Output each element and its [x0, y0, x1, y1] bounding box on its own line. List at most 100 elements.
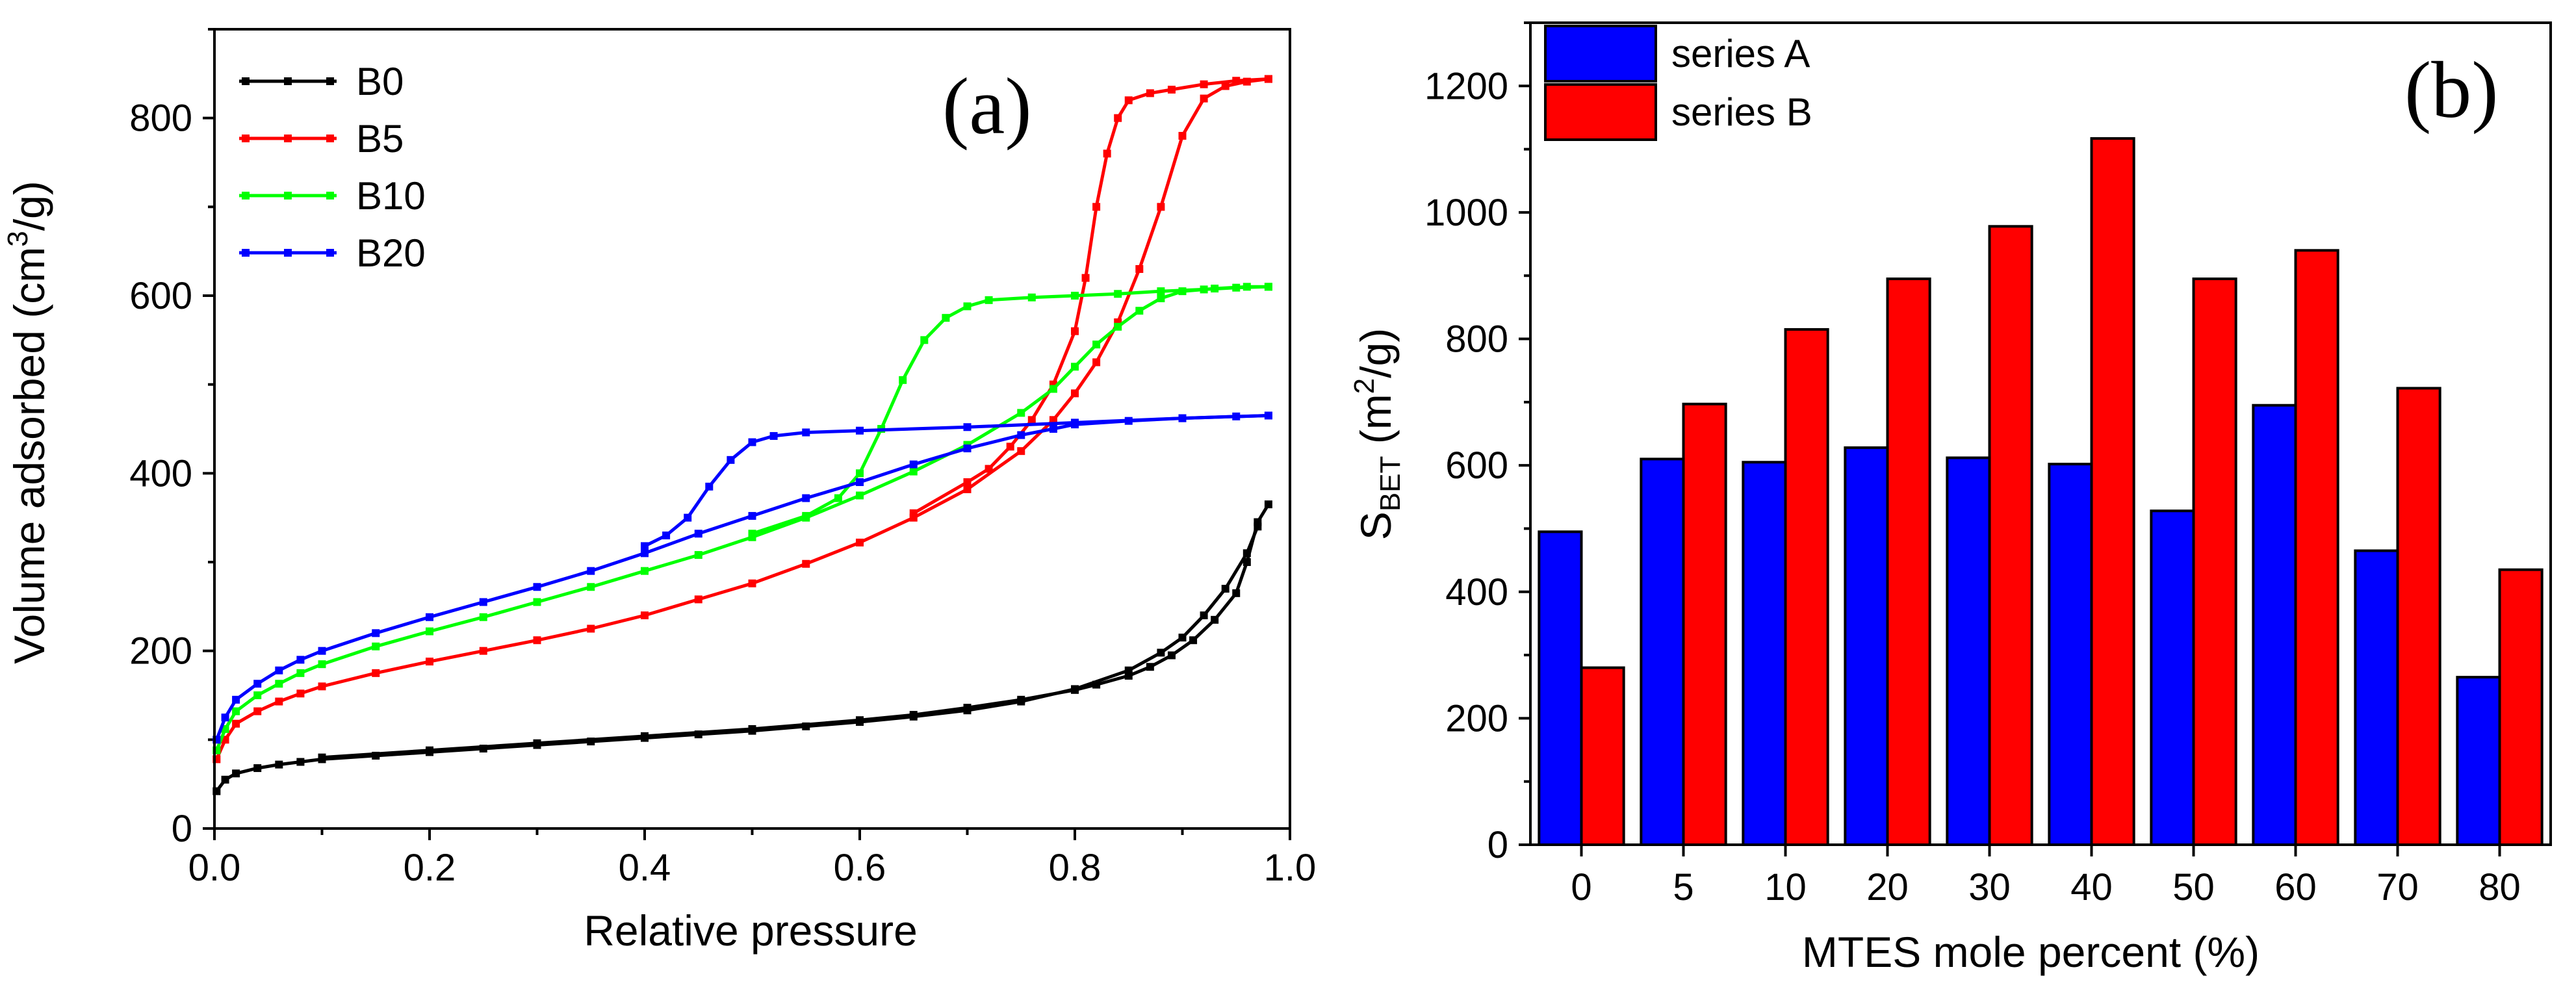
bet-x-tick-label: 40: [2070, 866, 2113, 908]
b0-legend-label: B0: [356, 60, 404, 103]
b20-data-point: [479, 598, 487, 606]
panel-b-label: (b): [2404, 45, 2499, 135]
b20-data-point: [856, 478, 864, 486]
b5-data-point: [318, 682, 326, 691]
series-b-bar: [2090, 137, 2135, 846]
series-b-bar: [2396, 387, 2441, 846]
b0-data-point: [1124, 671, 1133, 680]
b20-data-point: [221, 713, 229, 722]
b0-legend-marker: [242, 77, 250, 85]
isotherm-y-tick-label: 600: [129, 275, 192, 317]
isotherm-y-tick-label: 200: [129, 630, 192, 673]
b0-data-point: [856, 716, 864, 725]
b10-data-point: [372, 642, 380, 650]
b20-data-point: [587, 567, 595, 575]
b5-data-point: [1200, 94, 1208, 103]
series-a-bar: [1640, 457, 1685, 846]
b20-data-point: [1264, 411, 1272, 420]
b0-data-point: [963, 704, 972, 712]
b10-data-point: [479, 613, 487, 621]
b5-data-point: [1092, 203, 1101, 211]
b10-data-point: [1027, 293, 1036, 302]
b0-data-point: [1221, 585, 1230, 593]
b0-data-point: [1232, 589, 1241, 597]
bet-y-tick-label: 1200: [1424, 65, 1508, 107]
b10-data-point: [1157, 287, 1165, 296]
b20-data-point: [727, 456, 735, 464]
b20-legend-marker: [242, 249, 250, 257]
series-a-bar: [1946, 456, 1991, 846]
b5-data-point: [963, 485, 972, 493]
b5-data-point: [253, 707, 262, 715]
b5-data-point: [232, 719, 240, 728]
b10-data-point: [1157, 294, 1165, 303]
b5-data-point: [479, 647, 487, 655]
bet-y-tick-label: 400: [1445, 571, 1508, 613]
b0-data-point: [1254, 518, 1262, 526]
series-a-bar: [2150, 509, 2195, 846]
b5-data-point: [1167, 85, 1176, 94]
b10-data-point: [802, 511, 810, 520]
b10-data-point: [899, 376, 907, 384]
b5-data-point: [1221, 82, 1230, 90]
b20-data-point: [232, 695, 240, 704]
isotherm-x-tick-label: 1.0: [1264, 847, 1317, 889]
b0-data-point: [253, 764, 262, 773]
series-a-bar: [2354, 549, 2399, 846]
bet-y-tick-label: 1000: [1424, 192, 1508, 234]
b20-legend-marker: [326, 249, 334, 257]
b10-data-point: [587, 583, 595, 591]
b10-data-point: [942, 314, 950, 322]
series-b-bar: [1988, 225, 2033, 847]
b0-data-point: [909, 711, 918, 719]
series-b-bar: [2498, 568, 2544, 846]
isotherm-y-tick-label: 0: [172, 808, 192, 850]
b10-data-point: [253, 691, 262, 699]
b5-data-point: [963, 478, 972, 486]
b5-data-point: [1146, 89, 1154, 97]
bet-x-tick-label: 70: [2376, 866, 2419, 908]
b5-data-point: [587, 624, 595, 633]
b5-legend-marker: [242, 135, 250, 142]
b10-data-point: [1114, 290, 1122, 298]
b0-data-point: [1146, 663, 1154, 671]
b0-data-point: [1092, 680, 1101, 689]
b5-data-point: [1232, 77, 1241, 85]
series-a-bar: [1742, 461, 1787, 846]
b20-data-point: [748, 511, 756, 520]
b20-adsorption-line: [214, 414, 1269, 741]
b20-data-point: [662, 532, 671, 539]
b20-data-point: [684, 513, 692, 522]
isotherm-chart: (a) 0.0 0.2 0.4 0.6 0.8 1.0 0 200 400 600 800 B0 B5…: [2, 28, 1317, 955]
b10-data-point: [1071, 292, 1079, 300]
b5-data-point: [856, 538, 864, 546]
b5-data-point: [1027, 416, 1036, 424]
b20-data-point: [856, 426, 864, 435]
bet-x-tick-label: 80: [2479, 866, 2521, 908]
b0-data-point: [1017, 695, 1025, 704]
b20-data-point: [275, 666, 283, 674]
isotherm-x-tick-label: 0.2: [404, 847, 456, 889]
series-b-bar: [1784, 328, 1829, 846]
b5-legend-marker: [284, 135, 292, 142]
b20-legend-marker: [284, 249, 292, 257]
b10-data-point: [221, 725, 229, 733]
isotherm-x-tick-label: 0.6: [834, 847, 886, 889]
b10-data-point: [1049, 385, 1057, 393]
series-b-bar: [1682, 402, 1727, 846]
b20-data-point: [641, 542, 649, 550]
b0-data-point: [1189, 636, 1198, 645]
b20-data-point: [705, 482, 714, 491]
series-b-bar: [2192, 277, 2237, 847]
bet-x-axis-label: MTES mole percent (%): [1802, 928, 2260, 976]
b20-data-point: [1017, 431, 1025, 439]
b10-legend-marker: [242, 192, 250, 199]
bet-x-tick-label: 50: [2172, 866, 2215, 908]
b10-data-point: [963, 302, 972, 311]
series-a-bar: [2456, 676, 2501, 847]
b0-data-point: [1167, 651, 1176, 660]
b10-legend-marker: [284, 192, 292, 199]
b5-data-point: [1114, 114, 1122, 122]
isotherm-x-axis-label: Relative pressure: [584, 906, 918, 955]
